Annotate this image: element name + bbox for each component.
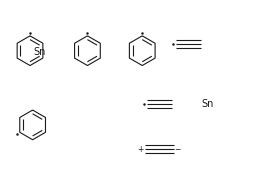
Text: Sn: Sn: [34, 47, 46, 57]
Text: −: −: [174, 145, 180, 154]
Text: Sn: Sn: [201, 99, 214, 109]
Text: +: +: [137, 145, 144, 154]
